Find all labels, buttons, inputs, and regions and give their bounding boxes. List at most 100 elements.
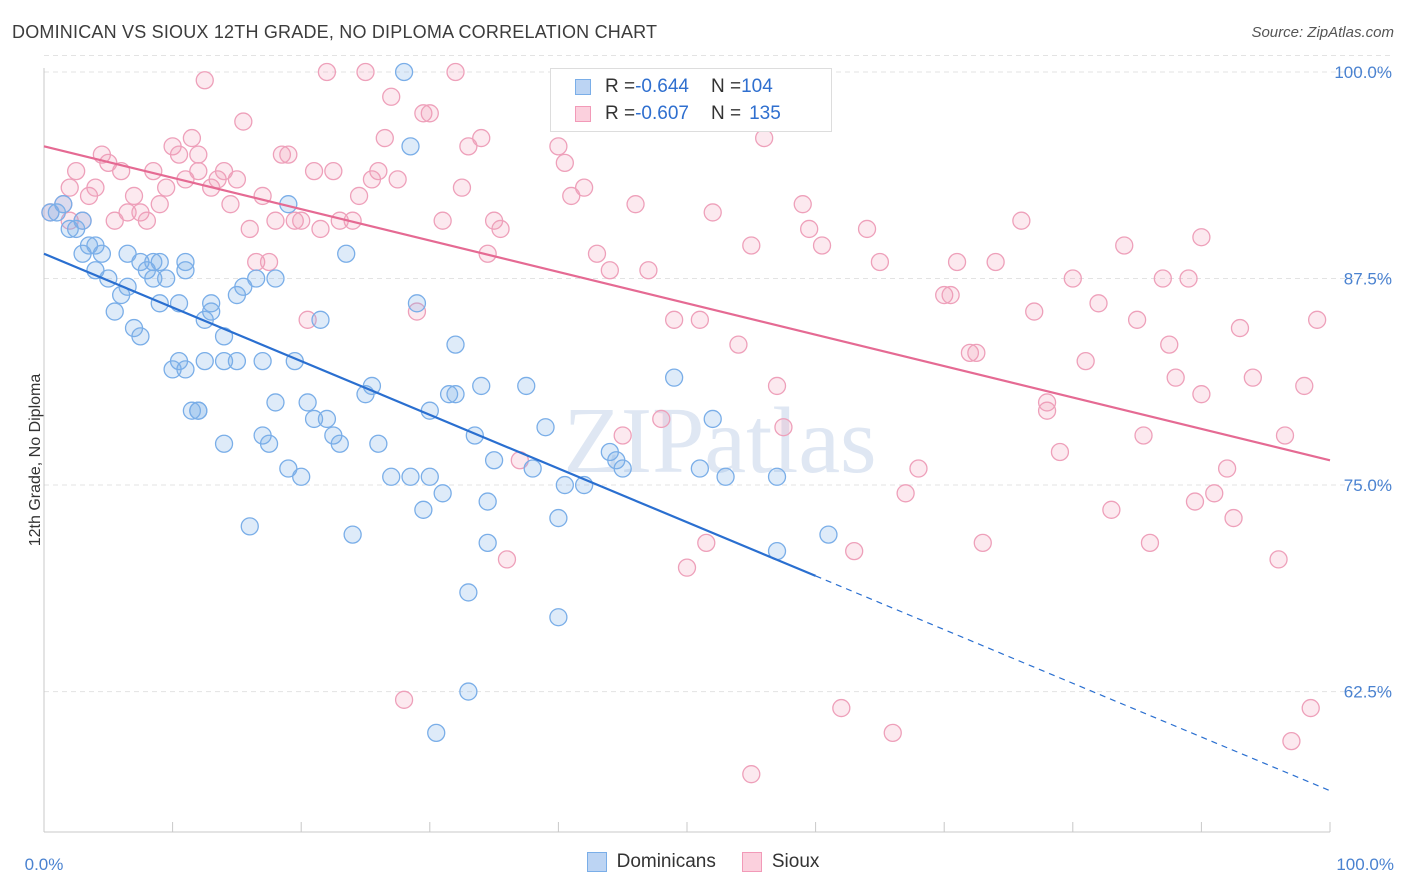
dominican-point [214,351,234,371]
dominican-point [433,484,452,503]
sioux-point [292,211,311,230]
sioux-point [433,211,452,230]
dominican-point [459,583,478,602]
sioux-point [317,62,337,82]
dominican-point [240,517,259,536]
sioux-point [742,765,761,784]
sioux-point [349,186,369,206]
sioux-point [1205,484,1224,503]
sioux-point [459,137,478,156]
sioux-point [935,285,954,305]
dominican-point [401,467,420,486]
sioux-point [742,236,761,255]
sioux-point [947,252,967,272]
sioux-point [574,178,594,197]
y-tick-label: 100.0% [1334,63,1392,82]
sioux-point [182,128,202,148]
x-tick-label: 0.0% [25,855,64,874]
sioux-point [1282,731,1301,751]
sioux-point [690,310,710,329]
r-label: R = [605,103,636,124]
dominican-point [202,294,221,313]
sioux-point [369,161,388,181]
sioux-point [652,409,671,429]
sioux-point [324,161,343,181]
sioux-point [1230,318,1250,338]
dominican-point [382,467,401,486]
sioux-point [137,211,157,230]
sioux-point [195,71,214,90]
sioux-trend-line [43,145,1331,462]
dominican-point [157,269,176,288]
dominican-point [459,682,478,701]
dominican-point [414,500,433,519]
dominican-point [266,393,285,412]
sioux-point [639,261,658,280]
x-tick-label: 100.0% [1336,855,1394,874]
dominican-point [79,236,99,255]
dominican-point [259,434,279,453]
dominican-point [427,723,446,743]
sioux-point [234,112,253,131]
sioux-point [800,219,819,239]
sioux-point [1301,698,1320,718]
sioux-point [375,128,394,148]
sioux-point [986,252,1005,272]
r-value: -0.644 [635,76,689,97]
sioux-point [549,137,568,156]
dominican-point [716,467,735,486]
y-tick-label: 87.5% [1344,270,1392,289]
sioux-point [259,252,279,272]
sioux-point [960,343,980,363]
dominican-point [234,277,253,296]
sioux-point [870,252,890,272]
gridlines [44,54,1394,693]
legend-label-sioux: Sioux [771,851,820,872]
sioux-point [755,128,774,148]
dominican-point [253,351,272,371]
sioux-point [86,178,105,197]
sioux-point [118,203,137,222]
sioux-point [60,178,79,197]
axes [43,68,1331,833]
dominicans-swatch [575,79,591,95]
sioux-point [1217,459,1237,478]
sioux-point [812,236,832,255]
dominican-point [394,62,414,82]
sioux-point [491,219,510,239]
dominican-point [517,376,536,396]
dominican-point [819,525,838,544]
dominican-point [131,327,150,346]
legend-item-dominicans: Dominicans [586,851,716,873]
sioux-point [311,219,330,239]
sioux-point [767,376,787,396]
dominican-point [214,434,234,453]
sioux-point [124,186,144,206]
dominican-point [472,376,491,396]
dominican-point [613,459,632,478]
sioux-point [356,62,375,82]
sioux-point [414,104,433,123]
sioux-point [1037,393,1057,412]
sioux-point [1307,310,1327,329]
legend-item-sioux: Sioux [741,851,820,873]
sioux-point [214,161,234,181]
dominican-point [54,195,73,214]
sioux-point [1063,269,1082,288]
sioux-point [1115,236,1134,255]
dominican-point [337,244,356,263]
legend-label-dominicans: Dominicans [616,851,716,872]
dominican-point [176,360,195,379]
n-value: 135 [749,103,781,124]
sioux-point [664,310,684,329]
sioux-point [157,178,176,197]
tick-labels: 62.5% 75.0% 87.5% 100.0% 0.0% 100.0% [25,63,1394,874]
sioux-point [1243,368,1262,387]
sioux-point [883,723,902,743]
trend-lines [43,145,1331,792]
dominican-point [664,368,684,387]
sioux-swatch [575,106,591,122]
dominican-point [189,401,208,420]
dominican-point [478,492,497,511]
sioux-point [394,690,414,709]
